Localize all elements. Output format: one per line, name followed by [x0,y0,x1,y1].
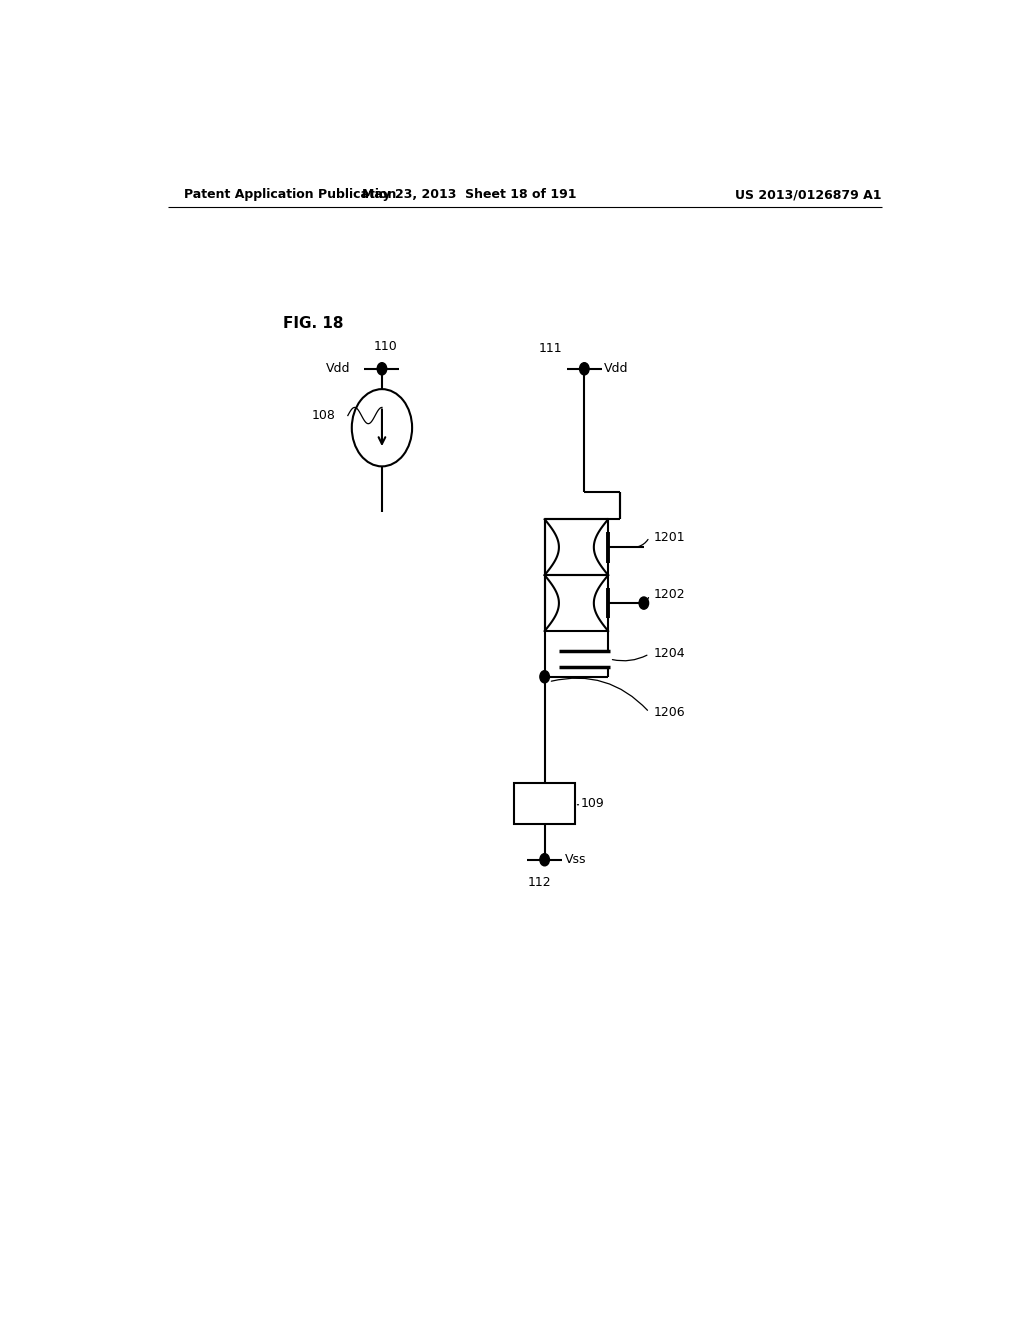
Circle shape [377,363,387,375]
Text: 110: 110 [374,341,397,352]
Circle shape [639,597,648,609]
Circle shape [540,854,550,866]
Text: 1201: 1201 [653,531,685,544]
Circle shape [540,671,550,682]
Text: Patent Application Publication: Patent Application Publication [183,189,396,202]
Text: 111: 111 [539,342,562,355]
Text: 109: 109 [582,797,605,810]
Text: 108: 108 [312,409,336,422]
Text: 1204: 1204 [653,647,685,660]
Text: US 2013/0126879 A1: US 2013/0126879 A1 [735,189,882,202]
Text: 112: 112 [527,875,551,888]
Text: Vdd: Vdd [604,362,629,375]
Circle shape [580,363,589,375]
Text: 1202: 1202 [653,589,685,602]
Text: FIG. 18: FIG. 18 [283,315,343,330]
Text: 1206: 1206 [653,706,685,719]
Text: Vss: Vss [564,853,586,866]
Bar [514,784,574,824]
Text: Vdd: Vdd [327,362,351,375]
Text: May 23, 2013  Sheet 18 of 191: May 23, 2013 Sheet 18 of 191 [362,189,577,202]
